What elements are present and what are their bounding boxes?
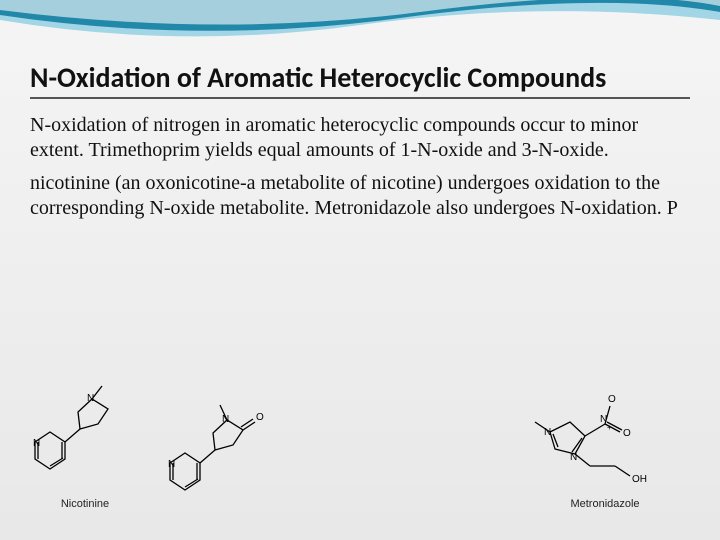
svg-text:N: N	[168, 459, 175, 470]
svg-text:N: N	[87, 393, 94, 404]
metro-O2: O	[608, 394, 616, 405]
metro-O1: O	[623, 428, 631, 439]
paragraph-1: N-oxidation of nitrogen in aromatic hete…	[30, 113, 690, 163]
left-structures: N N Nicotinine	[30, 374, 280, 510]
slide-content: N-Oxidation of Aromatic Heterocyclic Com…	[0, 0, 720, 540]
paragraph-2: nicotinine (an oxonicotine-a metabolite …	[30, 171, 690, 221]
metronidazole-structure: N N N + O O OH Metronidazole	[520, 374, 690, 510]
chemical-structures-row: N N Nicotinine	[30, 360, 690, 510]
oxo-O-label: O	[256, 412, 264, 423]
slide-title: N-Oxidation of Aromatic Heterocyclic Com…	[30, 60, 690, 95]
nicotine-structure: N N Nicotinine	[30, 374, 140, 510]
metronidazole-svg: N N N + O O OH	[520, 374, 690, 494]
nicotine-svg: N N	[30, 374, 140, 494]
oxonicotine-svg: N N O	[160, 390, 280, 510]
svg-text:N: N	[33, 438, 40, 449]
metro-OH: OH	[632, 474, 647, 485]
oxonicotine-structure: N N O	[160, 390, 280, 510]
title-underline	[30, 97, 690, 99]
svg-text:N: N	[222, 414, 229, 425]
metronidazole-label: Metronidazole	[520, 498, 690, 510]
nicotine-label: Nicotinine	[30, 498, 140, 510]
metro-N1: N	[544, 427, 551, 438]
metro-N2: N	[570, 452, 577, 463]
svg-text:+: +	[607, 423, 612, 432]
